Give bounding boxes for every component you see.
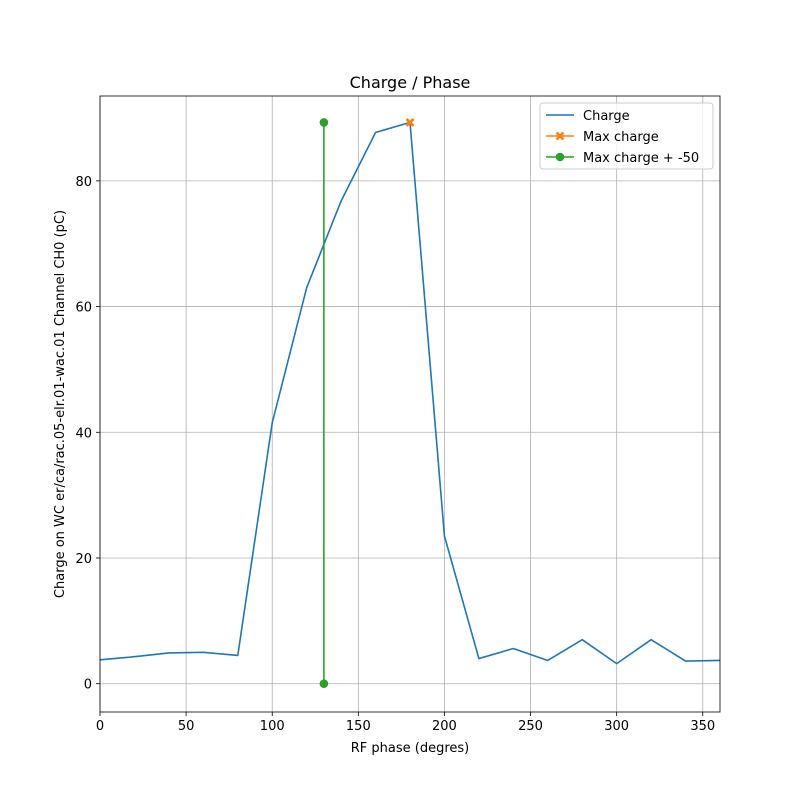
x-tick-label: 300	[604, 719, 629, 734]
y-tick-label: 80	[75, 175, 92, 190]
axis-ticks: 0 50 100 150 200 250 300 350 0 20 40 60 80	[75, 175, 715, 734]
grid	[99, 96, 720, 712]
legend-box	[539, 102, 714, 170]
x-tick-label: 50	[178, 719, 195, 734]
legend: Charge Max charge Max charge + -50	[539, 102, 714, 170]
legend-label: Charge	[583, 109, 630, 124]
data-point	[405, 117, 415, 127]
x-tick-label: 0	[96, 719, 104, 734]
series-0	[99, 121, 721, 665]
data-point	[319, 118, 329, 127]
x-tick-label: 350	[690, 719, 715, 734]
y-tick-label: 20	[75, 552, 92, 567]
y-axis-label: Charge on WC er/ca/rac.05-elr.01-wac.01 …	[53, 210, 68, 598]
legend-label: Max charge + -50	[583, 151, 699, 166]
legend-marker	[555, 131, 565, 141]
plot-frame	[99, 95, 721, 713]
x-tick-label: 250	[518, 719, 543, 734]
x-tick-label: 200	[432, 719, 457, 734]
data-point	[319, 679, 329, 689]
legend-label: Max charge	[583, 130, 659, 145]
y-tick-label: 60	[75, 301, 92, 316]
chart-title: Charge / Phase	[350, 73, 471, 92]
legend-marker	[555, 152, 565, 162]
series-1	[405, 117, 415, 127]
series-2	[319, 118, 329, 689]
series-line	[99, 121, 721, 665]
x-axis-label: RF phase (degres)	[351, 741, 469, 756]
y-tick-label: 40	[75, 426, 92, 441]
x-tick-label: 100	[260, 719, 285, 734]
series-layer	[99, 117, 721, 689]
x-tick-label: 150	[346, 719, 371, 734]
y-tick-label: 0	[84, 678, 92, 693]
